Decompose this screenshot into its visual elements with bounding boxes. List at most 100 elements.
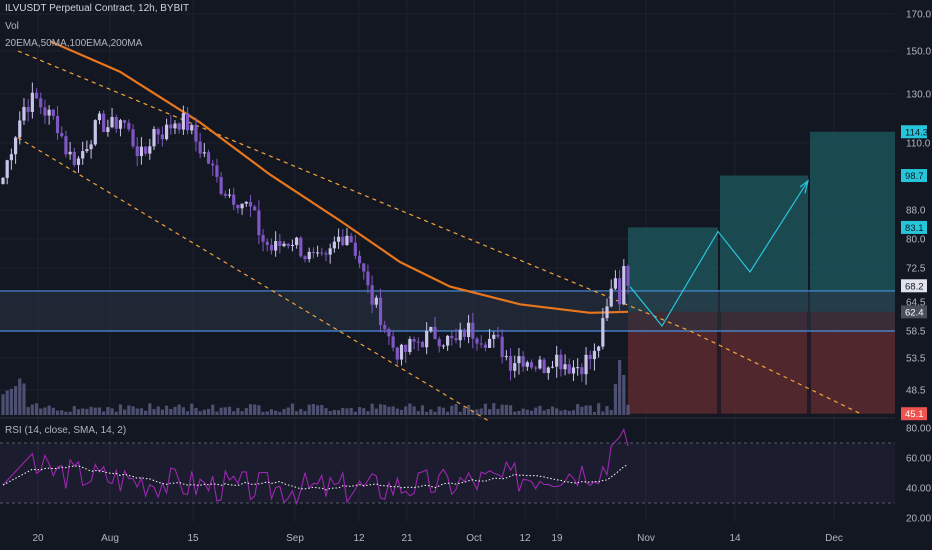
candle-body: [496, 334, 500, 337]
candle-body: [362, 263, 366, 272]
ema-200-path: [49, 40, 629, 314]
candle-body: [458, 329, 462, 341]
descending-channel: [17, 50, 863, 423]
volume-bar: [592, 411, 597, 415]
candle-body: [202, 152, 206, 154]
volume-bar: [534, 407, 538, 415]
candle-body: [269, 244, 274, 251]
candle-body: [550, 366, 555, 368]
volume-bar: [404, 406, 408, 415]
candle-body: [391, 336, 395, 348]
projection-path: [629, 179, 809, 328]
volume-bar: [72, 406, 76, 415]
candle-body: [127, 122, 131, 130]
candle-body: [328, 248, 332, 255]
candle-body: [336, 236, 341, 242]
candle-body: [1, 177, 5, 184]
volume-bar: [13, 386, 18, 415]
volume-bar: [567, 410, 571, 415]
time-tick-label: Oct: [466, 533, 482, 544]
volume-bar: [248, 404, 253, 415]
candle-body: [114, 116, 118, 129]
candle-body: [483, 344, 487, 348]
volume-bar: [563, 409, 567, 415]
candle-body: [240, 203, 244, 209]
candle-body: [160, 134, 164, 140]
candle-body: [156, 129, 160, 135]
volume-bar: [110, 408, 114, 415]
candle-body: [81, 151, 85, 159]
volume-bar: [55, 410, 60, 415]
volume-bar: [328, 411, 332, 415]
candle-body: [613, 278, 618, 289]
candle-body: [34, 92, 39, 99]
candle-body: [542, 359, 546, 373]
price-tick-label: 58.5: [906, 327, 926, 338]
volume-bar: [177, 404, 181, 415]
candle-body: [441, 345, 446, 347]
candle-body: [123, 120, 127, 123]
price-label-target: [901, 220, 927, 234]
volume-bar: [68, 411, 72, 415]
volume-bar: [500, 404, 504, 415]
price-tick-label: 72.5: [906, 264, 926, 275]
volume-bar: [605, 406, 609, 415]
volume-bar: [236, 407, 240, 415]
volume-bar: [47, 405, 51, 415]
candle-body: [529, 362, 534, 368]
volume-bar: [550, 406, 555, 415]
volume-bar: [76, 409, 81, 415]
candle-body: [22, 107, 26, 121]
volume-bar: [483, 403, 487, 415]
candle-body: [446, 335, 450, 346]
candle-body: [164, 124, 169, 140]
time-tick-label: 21: [401, 533, 413, 544]
candle-body: [139, 146, 144, 157]
rsi-tick-label: 40.00: [906, 484, 931, 495]
candle-body: [89, 144, 93, 150]
candle-body: [437, 339, 441, 347]
volume-bar: [278, 411, 282, 415]
volume-bar: [123, 409, 127, 415]
candle-body: [395, 347, 399, 360]
price-label-current: [901, 279, 927, 293]
volume-bar: [576, 404, 580, 415]
candle-body: [173, 123, 177, 129]
price-label-stop: [901, 407, 927, 421]
volume-bar: [467, 405, 471, 415]
volume-bar: [227, 406, 232, 415]
volume-bar: [181, 407, 185, 415]
volume-bar: [458, 411, 462, 415]
volume-bar: [127, 405, 131, 415]
volume-bar: [307, 404, 311, 415]
candle-body: [370, 285, 374, 305]
candle-body: [429, 326, 433, 332]
volume-bar: [257, 405, 261, 415]
candle-body: [144, 146, 148, 154]
moving-averages-label: 20EMA,50MA,100EMA,200MA: [5, 38, 143, 49]
volume-bar: [408, 403, 412, 415]
volume-bar: [169, 408, 173, 415]
time-axis[interactable]: 20 Aug 15 Sep 12 21 Oct 12 19 Nov 14 Dec: [32, 533, 842, 544]
candle-body: [278, 241, 282, 247]
candle-body: [349, 235, 353, 243]
zone-fill: [0, 290, 895, 331]
candle-body: [513, 363, 517, 371]
volume-bar: [584, 405, 588, 415]
candle-body: [97, 113, 102, 121]
target-box-3: [810, 131, 895, 312]
candle-body: [454, 338, 458, 341]
candle-body: [30, 92, 34, 112]
candle-body: [563, 364, 567, 370]
support-zone: [0, 290, 895, 332]
volume-bar: [378, 404, 383, 415]
candle-body: [13, 137, 18, 155]
projection-line: [629, 180, 809, 328]
volume-bar: [441, 407, 446, 415]
price-axis[interactable]: 170.0 150.0 130.0 110.0 88.0 80.0 72.5 64.5 58.5…: [901, 10, 931, 525]
volume-bar: [618, 360, 622, 415]
volume-bar: [274, 410, 278, 415]
volume-bar: [244, 408, 248, 415]
candle-body: [408, 339, 412, 353]
candle-body: [517, 356, 521, 364]
